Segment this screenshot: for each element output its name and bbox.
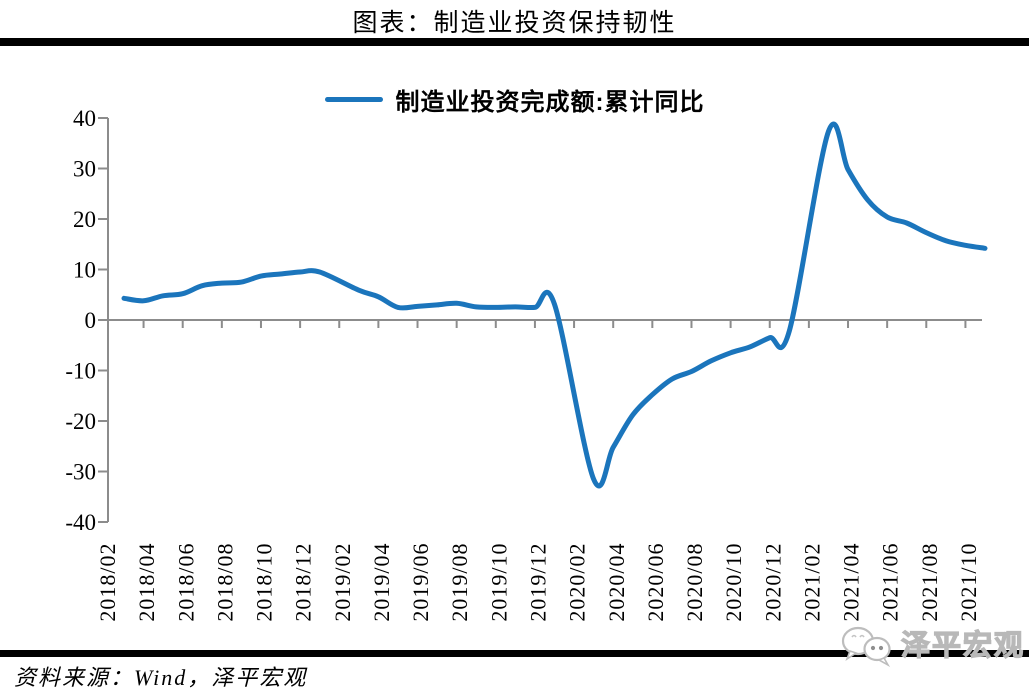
svg-text:2021/04: 2021/04: [839, 542, 864, 621]
svg-text:40: 40: [73, 106, 96, 131]
watermark-label: 泽平宏观: [900, 629, 1026, 662]
svg-text:2021/08: 2021/08: [917, 542, 942, 621]
svg-text:2018/08: 2018/08: [212, 542, 237, 621]
svg-text:2021/10: 2021/10: [956, 542, 981, 621]
svg-text:2021/06: 2021/06: [878, 542, 903, 621]
svg-text:0: 0: [85, 308, 97, 333]
svg-text:2019/02: 2019/02: [330, 542, 355, 621]
svg-text:20: 20: [73, 207, 96, 232]
chart-title: 图表：制造业投资保持韧性: [352, 10, 677, 37]
svg-text:2020/06: 2020/06: [643, 542, 668, 621]
svg-text:2020/12: 2020/12: [760, 542, 785, 621]
svg-text:2018/06: 2018/06: [173, 542, 198, 621]
svg-text:2019/04: 2019/04: [369, 542, 394, 621]
svg-text:-10: -10: [65, 359, 96, 384]
svg-text:2020/10: 2020/10: [721, 542, 746, 621]
svg-text:2018/02: 2018/02: [95, 542, 120, 621]
svg-text:2019/08: 2019/08: [447, 542, 472, 621]
svg-text:2020/08: 2020/08: [682, 542, 707, 621]
watermark: 泽平宏观: [840, 622, 1025, 670]
bottom-divider: [0, 650, 1029, 657]
svg-text:-40: -40: [65, 510, 96, 535]
legend: 制造业投资完成额:累计同比: [0, 82, 1029, 117]
top-divider: [0, 38, 1029, 46]
svg-text:2018/04: 2018/04: [134, 542, 159, 621]
wechat-icon: [841, 626, 891, 668]
svg-text:2019/12: 2019/12: [525, 542, 550, 621]
svg-text:2018/10: 2018/10: [252, 542, 277, 621]
svg-text:2020/04: 2020/04: [604, 542, 629, 621]
svg-text:-20: -20: [65, 409, 96, 434]
svg-text:30: 30: [73, 157, 96, 182]
svg-text:-30: -30: [65, 460, 96, 485]
legend-line-swatch: [324, 97, 383, 102]
svg-text:2019/10: 2019/10: [486, 542, 511, 621]
svg-text:2018/12: 2018/12: [291, 542, 316, 621]
svg-text:2020/02: 2020/02: [565, 542, 590, 621]
source-note: 资料来源：Wind，泽平宏观: [14, 665, 308, 690]
legend-label: 制造业投资完成额:累计同比: [395, 89, 705, 116]
svg-text:2019/06: 2019/06: [408, 542, 433, 621]
svg-text:10: 10: [73, 258, 96, 283]
svg-text:2021/02: 2021/02: [799, 542, 824, 621]
